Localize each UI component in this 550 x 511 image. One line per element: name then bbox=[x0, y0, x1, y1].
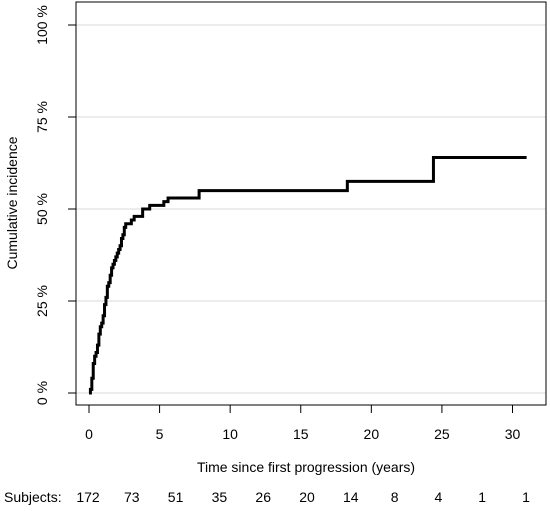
x-tick-label-4: 20 bbox=[364, 426, 380, 442]
risk-count-10: 1 bbox=[522, 489, 530, 505]
risk-count-0: 172 bbox=[76, 489, 100, 505]
risk-count-2: 51 bbox=[168, 489, 184, 505]
x-tick-label-5: 25 bbox=[434, 426, 450, 442]
y-tick-label-0: 0 % bbox=[34, 381, 50, 405]
risk-count-7: 8 bbox=[391, 489, 399, 505]
x-tick-label-6: 30 bbox=[505, 426, 521, 442]
risk-count-1: 73 bbox=[124, 489, 140, 505]
y-tick-label-4: 100 % bbox=[34, 5, 50, 45]
risk-count-4: 26 bbox=[255, 489, 271, 505]
y-axis-title: Cumulative incidence bbox=[4, 136, 20, 269]
gridlines bbox=[76, 24, 546, 394]
x-axis: 0 5 10 15 20 25 30 bbox=[85, 405, 520, 442]
plot-frame bbox=[75, 1, 547, 406]
y-tick-label-3: 75 % bbox=[34, 101, 50, 133]
risk-count-5: 20 bbox=[299, 489, 315, 505]
x-tick-label-3: 15 bbox=[293, 426, 309, 442]
x-tick-label-1: 5 bbox=[156, 426, 164, 442]
risk-count-6: 14 bbox=[343, 489, 359, 505]
x-tick-label-2: 10 bbox=[222, 426, 238, 442]
y-tick-label-2: 50 % bbox=[34, 193, 50, 225]
x-tick-label-0: 0 bbox=[85, 426, 93, 442]
risk-count-3: 35 bbox=[212, 489, 228, 505]
y-tick-label-1: 25 % bbox=[34, 285, 50, 317]
risk-table-label: Subjects: bbox=[4, 489, 62, 505]
risk-count-9: 1 bbox=[478, 489, 486, 505]
x-axis-title: Time since first progression (years) bbox=[197, 459, 415, 475]
risk-table: 172 73 51 35 26 20 14 8 4 1 1 bbox=[76, 489, 530, 505]
risk-count-8: 4 bbox=[435, 489, 443, 505]
cumulative-incidence-curve bbox=[88, 155, 527, 395]
y-axis: 0 % 25 % 50 % 75 % 100 % bbox=[34, 5, 76, 405]
